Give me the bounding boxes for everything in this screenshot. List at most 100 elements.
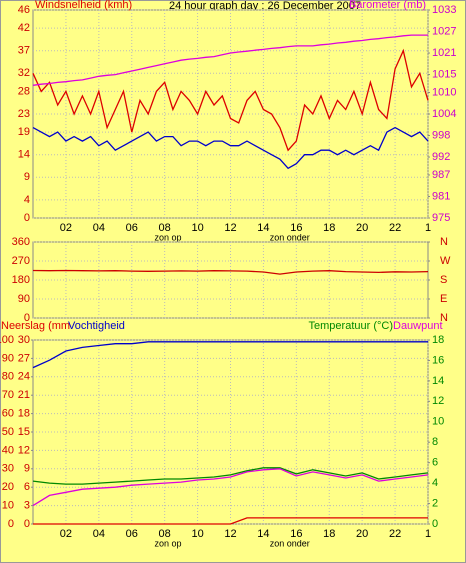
y3-tick-label: 6 xyxy=(24,481,30,493)
y-tick-label: 42 xyxy=(18,22,30,34)
y-tick-label: 80 xyxy=(2,371,14,383)
y-tick-label: 40 xyxy=(2,444,14,456)
y-tick-label: 46 xyxy=(18,4,30,16)
y2-tick-label: 1010 xyxy=(432,86,456,98)
x-tick-label: 14 xyxy=(257,528,269,540)
y2-tick-label: 1021 xyxy=(432,47,456,59)
x-tick-label: 14 xyxy=(257,222,269,234)
plot-area xyxy=(32,9,429,219)
x-tick-label: 18 xyxy=(323,528,335,540)
series-line xyxy=(32,467,429,485)
x-tick-label: 02 xyxy=(60,222,72,234)
x-tick-label: 12 xyxy=(224,528,236,540)
y-tick-label: 360 xyxy=(12,236,30,248)
y2-tick-label: N xyxy=(440,312,448,324)
series-line xyxy=(32,48,429,152)
y2-tick-label: 10 xyxy=(432,416,444,428)
annotation: zon op xyxy=(154,538,181,548)
y-tick-label: 9 xyxy=(24,171,30,183)
x-tick-label: 16 xyxy=(290,528,302,540)
x-tick-label: 22 xyxy=(389,528,401,540)
legend-label: Barometer (mb) xyxy=(349,0,426,11)
x-tick-label: 08 xyxy=(159,528,171,540)
y2-tick-label: 987 xyxy=(432,169,450,181)
x-tick-label: 08 xyxy=(159,222,171,234)
y-tick-label: 10 xyxy=(2,500,14,512)
x-tick-label: 12 xyxy=(224,222,236,234)
y-tick-label: 100 xyxy=(0,334,14,346)
y2-tick-label: 998 xyxy=(432,129,450,141)
x-tick-label: 02 xyxy=(60,528,72,540)
y2-tick-label: 4 xyxy=(432,477,438,489)
y2-tick-label: 12 xyxy=(432,395,444,407)
legend-label: Vochtigheid xyxy=(68,320,125,332)
annotation: zon onder xyxy=(270,538,310,548)
y2-tick-label: N xyxy=(440,236,448,248)
y3-tick-label: 27 xyxy=(18,352,30,364)
y-tick-label: 0 xyxy=(8,518,14,530)
y2-tick-label: 14 xyxy=(432,375,444,387)
x-tick-label: 10 xyxy=(191,222,203,234)
x-tick-label: 04 xyxy=(93,222,105,234)
y-tick-label: 60 xyxy=(2,408,14,420)
y-tick-label: 90 xyxy=(18,293,30,305)
y-tick-label: 50 xyxy=(2,426,14,438)
y-tick-label: 70 xyxy=(2,389,14,401)
series-line xyxy=(32,269,429,275)
y2-tick-label: 16 xyxy=(432,354,444,366)
y-tick-label: 90 xyxy=(2,352,14,364)
y2-tick-label: 1015 xyxy=(432,68,456,80)
y2-tick-label: 1027 xyxy=(432,25,456,37)
y3-tick-label: 0 xyxy=(24,518,30,530)
x-tick-label: 22 xyxy=(389,222,401,234)
x-tick-label: 06 xyxy=(126,222,138,234)
y-tick-label: 37 xyxy=(18,45,30,57)
legend-label: Dauwpunt xyxy=(393,320,443,332)
y3-tick-label: 21 xyxy=(18,389,30,401)
y-tick-label: 28 xyxy=(18,85,30,97)
y3-tick-label: 9 xyxy=(24,463,30,475)
y-tick-label: 4 xyxy=(24,194,30,206)
series-line xyxy=(32,126,429,170)
y2-tick-label: 6 xyxy=(432,457,438,469)
x-tick-label: 04 xyxy=(93,528,105,540)
y3-tick-label: 18 xyxy=(18,408,30,420)
y2-tick-label: 975 xyxy=(432,212,450,224)
y2-tick-label: W xyxy=(440,255,451,267)
x-tick-label: 1 xyxy=(425,222,431,234)
y3-tick-label: 3 xyxy=(24,500,30,512)
series-line xyxy=(32,34,428,86)
y2-tick-label: 981 xyxy=(432,190,450,202)
x-tick-label: 18 xyxy=(323,222,335,234)
y2-tick-label: 18 xyxy=(432,334,444,346)
y-tick-label: 14 xyxy=(18,149,30,161)
y-tick-label: 30 xyxy=(2,463,14,475)
y-tick-label: 32 xyxy=(18,67,30,79)
y-tick-label: 0 xyxy=(24,212,30,224)
x-tick-label: 20 xyxy=(356,222,368,234)
y2-tick-label: 8 xyxy=(432,436,438,448)
legend-label: Temperatuur (°C) xyxy=(309,320,393,332)
annotation: zon op xyxy=(154,232,181,242)
y3-tick-label: 30 xyxy=(18,334,30,346)
series-line xyxy=(32,468,429,507)
y2-tick-label: 992 xyxy=(432,151,450,163)
y-tick-label: 19 xyxy=(18,126,30,138)
y2-tick-label: 0 xyxy=(432,518,438,530)
y-tick-label: 0 xyxy=(24,312,30,324)
y-tick-label: 20 xyxy=(2,481,14,493)
y3-tick-label: 12 xyxy=(18,444,30,456)
y3-tick-label: 24 xyxy=(18,371,30,383)
series-line xyxy=(33,517,428,525)
y2-tick-label: E xyxy=(440,293,447,305)
y3-tick-label: 15 xyxy=(18,426,30,438)
y-tick-label: 270 xyxy=(12,255,30,267)
chart-title: 24 hour graph day : 26 December 2007 xyxy=(169,0,361,12)
series-line xyxy=(32,341,428,369)
x-tick-label: 20 xyxy=(356,528,368,540)
y-tick-label: 23 xyxy=(18,108,30,120)
y2-tick-label: 1033 xyxy=(432,4,456,16)
legend-label: Neerslag (mm xyxy=(1,320,70,332)
y2-tick-label: 1004 xyxy=(432,108,456,120)
